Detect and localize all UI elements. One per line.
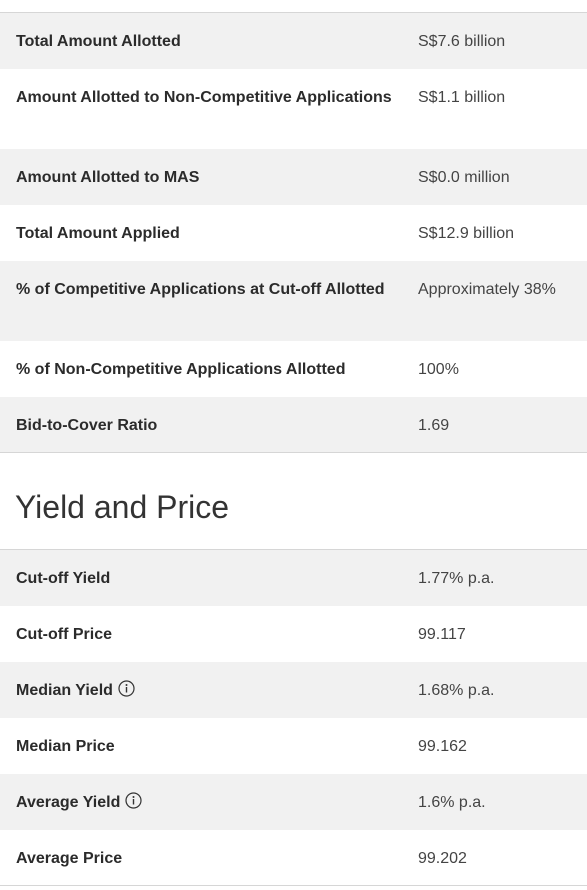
section-title-yield-and-price: Yield and Price bbox=[15, 489, 230, 525]
row-value-cutoff-price: 99.117 bbox=[418, 626, 466, 643]
row-label-cutoff-yield: Cut-off Yield bbox=[16, 570, 111, 587]
table-row: Cut-off Yield 1.77% p.a. bbox=[0, 550, 587, 606]
table-row: Median Price 99.162 bbox=[0, 718, 587, 774]
row-label-cutoff-price: Cut-off Price bbox=[16, 626, 112, 643]
row-label-non-competitive-allotted: Amount Allotted to Non-Competitive Appli… bbox=[16, 89, 392, 106]
row-value-bid-to-cover: 1.69 bbox=[418, 417, 450, 434]
table-row: % of Non-Competitive Applications Allott… bbox=[0, 341, 587, 397]
row-value-median-yield: 1.68% p.a. bbox=[418, 682, 495, 699]
row-value-average-yield: 1.6% p.a. bbox=[418, 794, 486, 811]
info-icon[interactable] bbox=[118, 680, 135, 697]
row-label-allotted-to-mas: Amount Allotted to MAS bbox=[16, 169, 200, 186]
row-label-total-amount-applied: Total Amount Applied bbox=[16, 225, 180, 242]
row-label-median-price: Median Price bbox=[16, 738, 115, 755]
row-label-average-price: Average Price bbox=[16, 850, 123, 867]
row-label-total-amount-allotted: Total Amount Allotted bbox=[16, 33, 181, 50]
table-row: Amount Allotted to MAS S$0.0 million bbox=[0, 149, 587, 205]
table-row: Cut-off Price 99.117 bbox=[0, 606, 587, 662]
table-row: Total Amount Allotted S$7.6 billion bbox=[0, 13, 587, 69]
row-label-average-yield-cell: Average Yield bbox=[0, 774, 402, 815]
table-row: Bid-to-Cover Ratio 1.69 bbox=[0, 397, 587, 453]
table-row: Median Yield 1.68% p.a. bbox=[0, 662, 587, 718]
row-label-average-yield: Average Yield bbox=[16, 794, 121, 811]
row-label-median-yield: Median Yield bbox=[16, 682, 113, 699]
row-value-non-competitive-allotted: S$1.1 billion bbox=[418, 89, 506, 106]
row-value-non-competitive-percent: 100% bbox=[418, 361, 459, 378]
row-value-cutoff-yield: 1.77% p.a. bbox=[418, 570, 495, 587]
row-value-allotted-to-mas: S$0.0 million bbox=[418, 169, 510, 186]
table-row: Amount Allotted to Non-Competitive Appli… bbox=[0, 69, 587, 149]
row-label-median-yield-cell: Median Yield bbox=[0, 662, 402, 703]
row-label-bid-to-cover: Bid-to-Cover Ratio bbox=[16, 417, 158, 434]
row-label-non-competitive-percent: % of Non-Competitive Applications Allott… bbox=[16, 361, 346, 378]
table-row: Average Price 99.202 bbox=[0, 830, 587, 886]
info-icon[interactable] bbox=[125, 792, 142, 809]
table-row: Average Yield 1.6% p.a. bbox=[0, 774, 587, 830]
table-row: % of Competitive Applications at Cut-off… bbox=[0, 261, 587, 341]
row-value-competitive-at-cutoff: Approximately 38% bbox=[418, 281, 556, 298]
row-value-total-amount-allotted: S$7.6 billion bbox=[418, 33, 506, 50]
row-label-competitive-at-cutoff: % of Competitive Applications at Cut-off… bbox=[16, 281, 385, 298]
row-value-average-price: 99.202 bbox=[418, 850, 467, 867]
allotment-table: Total Amount Allotted S$7.6 billion Amou… bbox=[0, 12, 587, 453]
yield-price-table: Cut-off Yield 1.77% p.a. Cut-off Price 9… bbox=[0, 549, 587, 886]
row-value-total-amount-applied: S$12.9 billion bbox=[418, 225, 515, 242]
row-value-median-price: 99.162 bbox=[418, 738, 467, 755]
table-row: Total Amount Applied S$12.9 billion bbox=[0, 205, 587, 261]
